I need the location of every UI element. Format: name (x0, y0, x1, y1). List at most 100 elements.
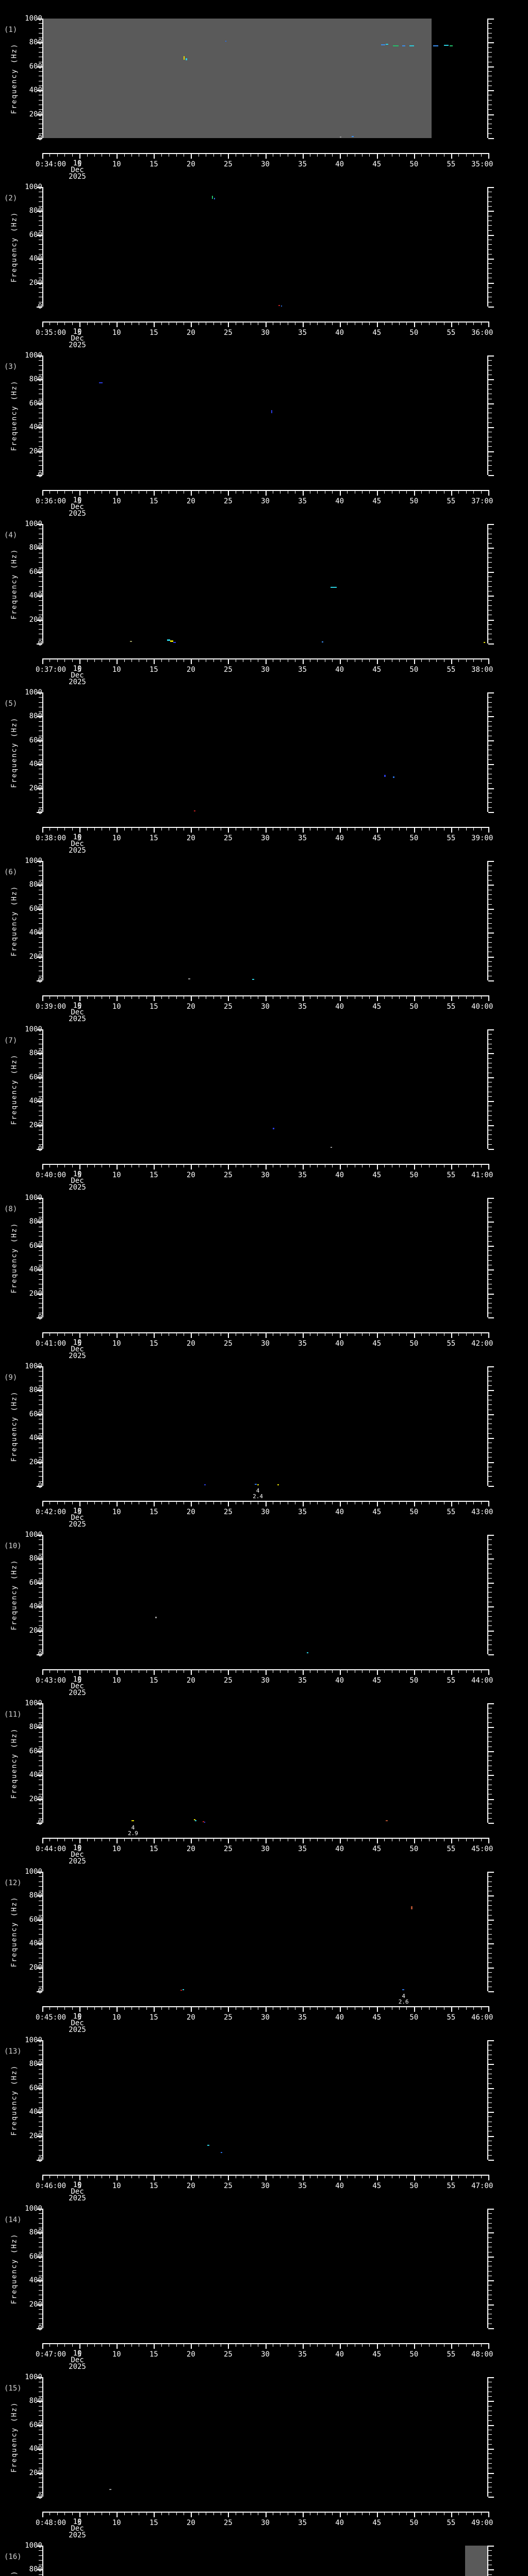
x-tick-label: 40 (335, 666, 344, 674)
x-tick-minor (94, 321, 95, 325)
x-tick-major (265, 2512, 267, 2517)
x-tick-minor (436, 995, 437, 999)
x-tick-label: 25 (223, 1171, 233, 1179)
x-tick-label: 40 (335, 1340, 344, 1348)
y-tick-label: 1000 (25, 14, 42, 23)
y-tick-minor-right (488, 1722, 492, 1723)
x-tick-minor (466, 2343, 467, 2347)
x-tick-label: 15 (149, 1845, 158, 1853)
x-tick-minor (384, 153, 385, 157)
y-tick-major (37, 1462, 42, 1463)
x-tick-label: 30 (261, 497, 270, 505)
x-tick-major (302, 1332, 304, 1338)
y-tick-label: 600 (29, 1241, 42, 1250)
y-axis-line-right (487, 19, 494, 139)
plot-area (42, 1366, 488, 1486)
y-tick-minor (39, 28, 42, 29)
y-tick-minor (39, 1144, 42, 1145)
x-axis-end-label: 42:00 (471, 1340, 493, 1348)
x-tick-label: 40 (335, 2013, 344, 2022)
x-axis-line: 0:45:00 5 10 15 20 25 30 35 40 45 50 55 46:00 (36, 2006, 493, 2022)
x-tick-label: 30 (261, 666, 270, 674)
y-tick-minor (39, 759, 42, 760)
y-tick-minor-right (488, 249, 492, 250)
x-tick-major (376, 2175, 378, 2180)
x-tick-major (191, 2175, 192, 2180)
y-tick-minor (39, 1568, 42, 1569)
x-tick-major (265, 1669, 267, 1675)
x-tick-minor (473, 321, 474, 325)
x-tick-major (154, 2006, 155, 2012)
y-tick-minor (39, 2078, 42, 2079)
y-tick-minor (39, 1934, 42, 1935)
x-tick-minor (64, 1838, 65, 1841)
spectral-mark (257, 1484, 259, 1486)
y-tick-label: 800 (29, 1891, 42, 1900)
y-axis-title: Frequency (Hz) (10, 1896, 19, 1967)
y-tick-minor (39, 2463, 42, 2464)
y-tick-minor-right (488, 1452, 492, 1453)
x-tick-minor (124, 153, 125, 157)
y-tick-major-right (488, 740, 494, 741)
x-tick-label: 15 (149, 1676, 158, 1685)
y-tick-label: 1000 (25, 351, 42, 360)
x-tick-minor (466, 1164, 467, 1167)
y-tick-label: 0 (38, 1819, 42, 1827)
y-tick-label: 800 (29, 1049, 42, 1058)
x-tick-major (42, 2343, 43, 2349)
x-tick-minor (87, 321, 88, 325)
y-tick-minor (39, 1539, 42, 1540)
x-tick-major (414, 1164, 415, 1170)
x-tick-minor (436, 1332, 437, 1336)
y-tick-major (37, 1222, 42, 1223)
y-tick-minor-right (488, 1597, 492, 1598)
y-tick-label: 400 (29, 255, 42, 263)
x-tick-minor (146, 658, 147, 662)
x-tick-minor (94, 1669, 95, 1673)
date-day: 10 (73, 496, 82, 504)
x-tick-minor (317, 2512, 318, 2515)
x-tick-major (414, 2175, 415, 2180)
y-tick-major-right (488, 2040, 494, 2041)
y-tick-major (37, 1872, 42, 1873)
x-tick-minor (347, 1838, 348, 1841)
detection-count: 4 (131, 1824, 135, 1831)
x-tick-major (414, 2512, 415, 2517)
x-tick-minor (421, 2512, 422, 2515)
y-tick-minor (39, 1549, 42, 1550)
x-axis-end-label: 38:00 (471, 666, 493, 674)
x-tick-label: 55 (447, 666, 456, 674)
y-tick-label: 800 (29, 2397, 42, 2405)
x-tick-major (302, 2343, 304, 2349)
x-tick-label: 35 (298, 329, 307, 337)
x-tick-minor (473, 1838, 474, 1841)
x-tick-minor (161, 490, 162, 494)
plot-area (42, 19, 488, 138)
x-tick-minor (72, 1332, 73, 1336)
y-tick-label: 200 (29, 1963, 42, 1972)
y-tick-minor (39, 253, 42, 255)
y-tick-minor-right (488, 702, 492, 703)
y-tick-minor (39, 1385, 42, 1386)
x-tick-major (42, 827, 43, 833)
x-tick-label: 55 (447, 329, 456, 337)
x-tick-minor (109, 2006, 110, 2010)
x-tick-major (488, 1332, 489, 1338)
y-tick-major (37, 2209, 42, 2210)
x-tick-minor (87, 2343, 88, 2347)
x-tick-minor (347, 153, 348, 157)
x-axis-start-label: 0:47:00 (36, 2350, 67, 2359)
spectrogram-panel: 0 200 400 600 800 1000 Frequency (Hz) (13) 0:46:… (0, 2029, 528, 2202)
y-tick-minor (39, 543, 42, 544)
date-month: Dec (71, 1345, 84, 1353)
y-tick-label: 0 (38, 2493, 42, 2501)
date-stack: 10 Dec 2025 (62, 160, 93, 180)
plot-area (42, 1872, 488, 1991)
x-tick-major (117, 827, 118, 833)
plot-area (42, 1703, 488, 1823)
x-tick-minor (421, 490, 422, 494)
y-tick-major-right (488, 1245, 494, 1247)
